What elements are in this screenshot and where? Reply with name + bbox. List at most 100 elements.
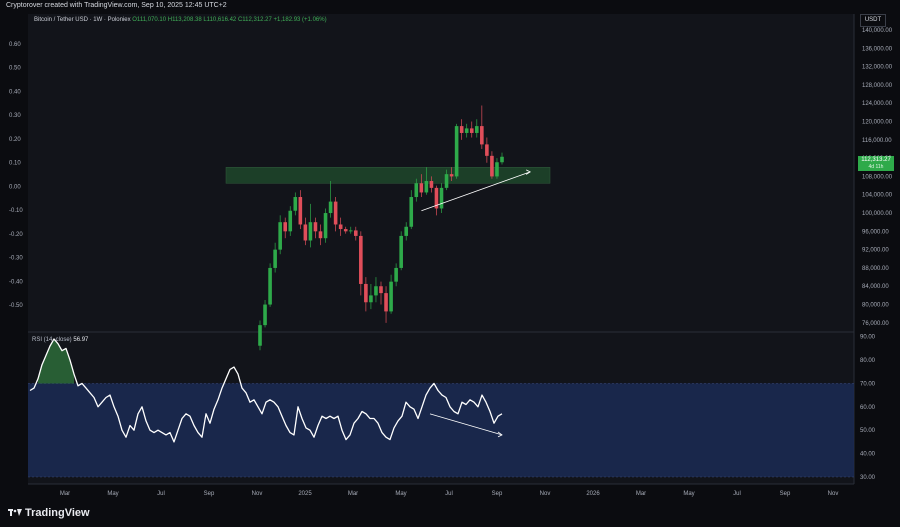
footer	[0, 500, 900, 527]
candle-body	[323, 213, 328, 239]
candle-body	[293, 197, 298, 211]
price-tick-label: 124,000.00	[862, 101, 893, 107]
candle-body	[333, 201, 338, 225]
rsi-value: 56.97	[73, 337, 89, 343]
rsi-polyline	[29, 338, 503, 443]
price-tick-label: 132,000.00	[862, 65, 893, 71]
price-trendline-line	[421, 171, 531, 212]
left-tick-label: 0.00	[9, 184, 21, 190]
price-tick-label: 104,000.00	[862, 193, 893, 199]
legend-low: L110,616.42	[203, 17, 237, 23]
symbol-legend: Bitcoin / Tether USD · 1W · Poloniex O11…	[34, 17, 327, 23]
candles	[258, 105, 504, 351]
price-tick-label: 92,000.00	[862, 248, 889, 254]
x-tick-label: May	[683, 491, 694, 497]
price-tick-label: 116,000.00	[862, 138, 892, 144]
candle-body	[429, 181, 434, 188]
candle-body	[449, 174, 454, 177]
support-zone-rect	[225, 167, 551, 184]
rsi-band	[28, 383, 854, 478]
rsi-tick-label: 90.00	[860, 335, 876, 341]
candle-body	[464, 128, 469, 133]
price-tick-label: 128,000.00	[862, 83, 893, 89]
rsi-tick-label: 50.00	[860, 428, 876, 434]
candle-body	[328, 201, 333, 214]
price-tick-label: 96,000.00	[862, 229, 889, 235]
candle-body	[394, 267, 398, 282]
legend-open: O111,070.10	[132, 17, 167, 23]
candle-body	[480, 126, 484, 145]
candle-body	[500, 156, 504, 163]
rsi-tick-label: 60.00	[860, 405, 876, 411]
rsi-tick-label: 30.00	[860, 475, 876, 481]
left-tick-label: 0.10	[9, 161, 21, 167]
candle-body	[263, 304, 267, 326]
rsi-tick-label: 70.00	[860, 381, 876, 387]
candle-body	[298, 197, 303, 225]
candle-body	[459, 126, 464, 133]
candle-body	[434, 187, 439, 209]
price-tick-label: 88,000.00	[862, 266, 889, 272]
rsi-line	[29, 338, 503, 443]
price-trendline	[421, 169, 531, 212]
x-tick-label: Mar	[348, 491, 358, 497]
price-tick-label: 76,000.00	[862, 321, 889, 327]
price-tick-label: 84,000.00	[862, 284, 889, 290]
left-tick-label: 0.30	[9, 113, 21, 119]
tradingview-logo-icon	[8, 509, 22, 516]
candle-body	[495, 162, 499, 177]
candle-body	[318, 231, 323, 239]
candle-body	[278, 222, 282, 250]
candle-body	[454, 126, 459, 177]
candle-body	[303, 224, 308, 241]
candle-body	[348, 230, 353, 232]
candle-body	[424, 181, 429, 193]
left-tick-label: -0.30	[9, 256, 23, 262]
brand-name: TradingView	[25, 507, 90, 519]
candle-body	[444, 174, 449, 188]
price-tick-label: 120,000.00	[862, 120, 893, 126]
x-tick-label: Jul	[157, 491, 165, 497]
rsi-legend: RSI (14, close) 56.97	[32, 337, 88, 343]
left-tick-label: 0.40	[9, 89, 21, 95]
currency-button[interactable]: USDT	[860, 14, 886, 27]
candle-body	[359, 235, 363, 284]
last-price-badge: 112,313.27 4d 11h	[858, 156, 894, 171]
candle-body	[268, 267, 272, 305]
candle-body	[419, 183, 424, 193]
candle-body	[374, 286, 378, 296]
x-tick-label: Jul	[733, 491, 741, 497]
rsi-trendline-line	[429, 413, 503, 436]
rsi-title: RSI (14, close)	[32, 337, 72, 343]
rsi-tick-label: 40.00	[860, 452, 876, 458]
left-tick-label: -0.40	[9, 279, 23, 285]
candle-body	[343, 229, 348, 232]
price-tick-label: 80,000.00	[862, 303, 889, 309]
x-tick-label: 2025	[298, 491, 312, 497]
candle-body	[414, 183, 419, 198]
x-tick-label: Nov	[828, 491, 839, 497]
x-tick-label: Nov	[252, 491, 263, 497]
candle-body	[409, 197, 414, 227]
left-tick-label: 0.50	[9, 66, 21, 72]
candle-body	[364, 283, 368, 303]
candle-body	[384, 293, 388, 312]
last-price: 112,313.27	[861, 157, 891, 163]
top-bar: Cryptorover created with TradingView.com…	[0, 0, 900, 14]
x-tick-label: Mar	[636, 491, 646, 497]
support-zone	[225, 167, 551, 184]
candle-body	[469, 128, 474, 133]
left-tick-label: -0.20	[9, 232, 23, 238]
candle-body	[485, 144, 489, 156]
symbol-title: Bitcoin / Tether USD · 1W · Poloniex	[34, 17, 131, 23]
x-tick-label: Sep	[204, 491, 215, 497]
candle-body	[288, 210, 293, 232]
left-tick-label: 0.20	[9, 137, 21, 143]
x-tick-label: 2026	[586, 491, 600, 497]
rsi-band-rect	[28, 383, 854, 477]
left-tick-label: -0.50	[9, 303, 23, 309]
x-tick-label: Jul	[445, 491, 453, 497]
candle-body	[273, 249, 277, 268]
x-tick-label: Nov	[540, 491, 551, 497]
